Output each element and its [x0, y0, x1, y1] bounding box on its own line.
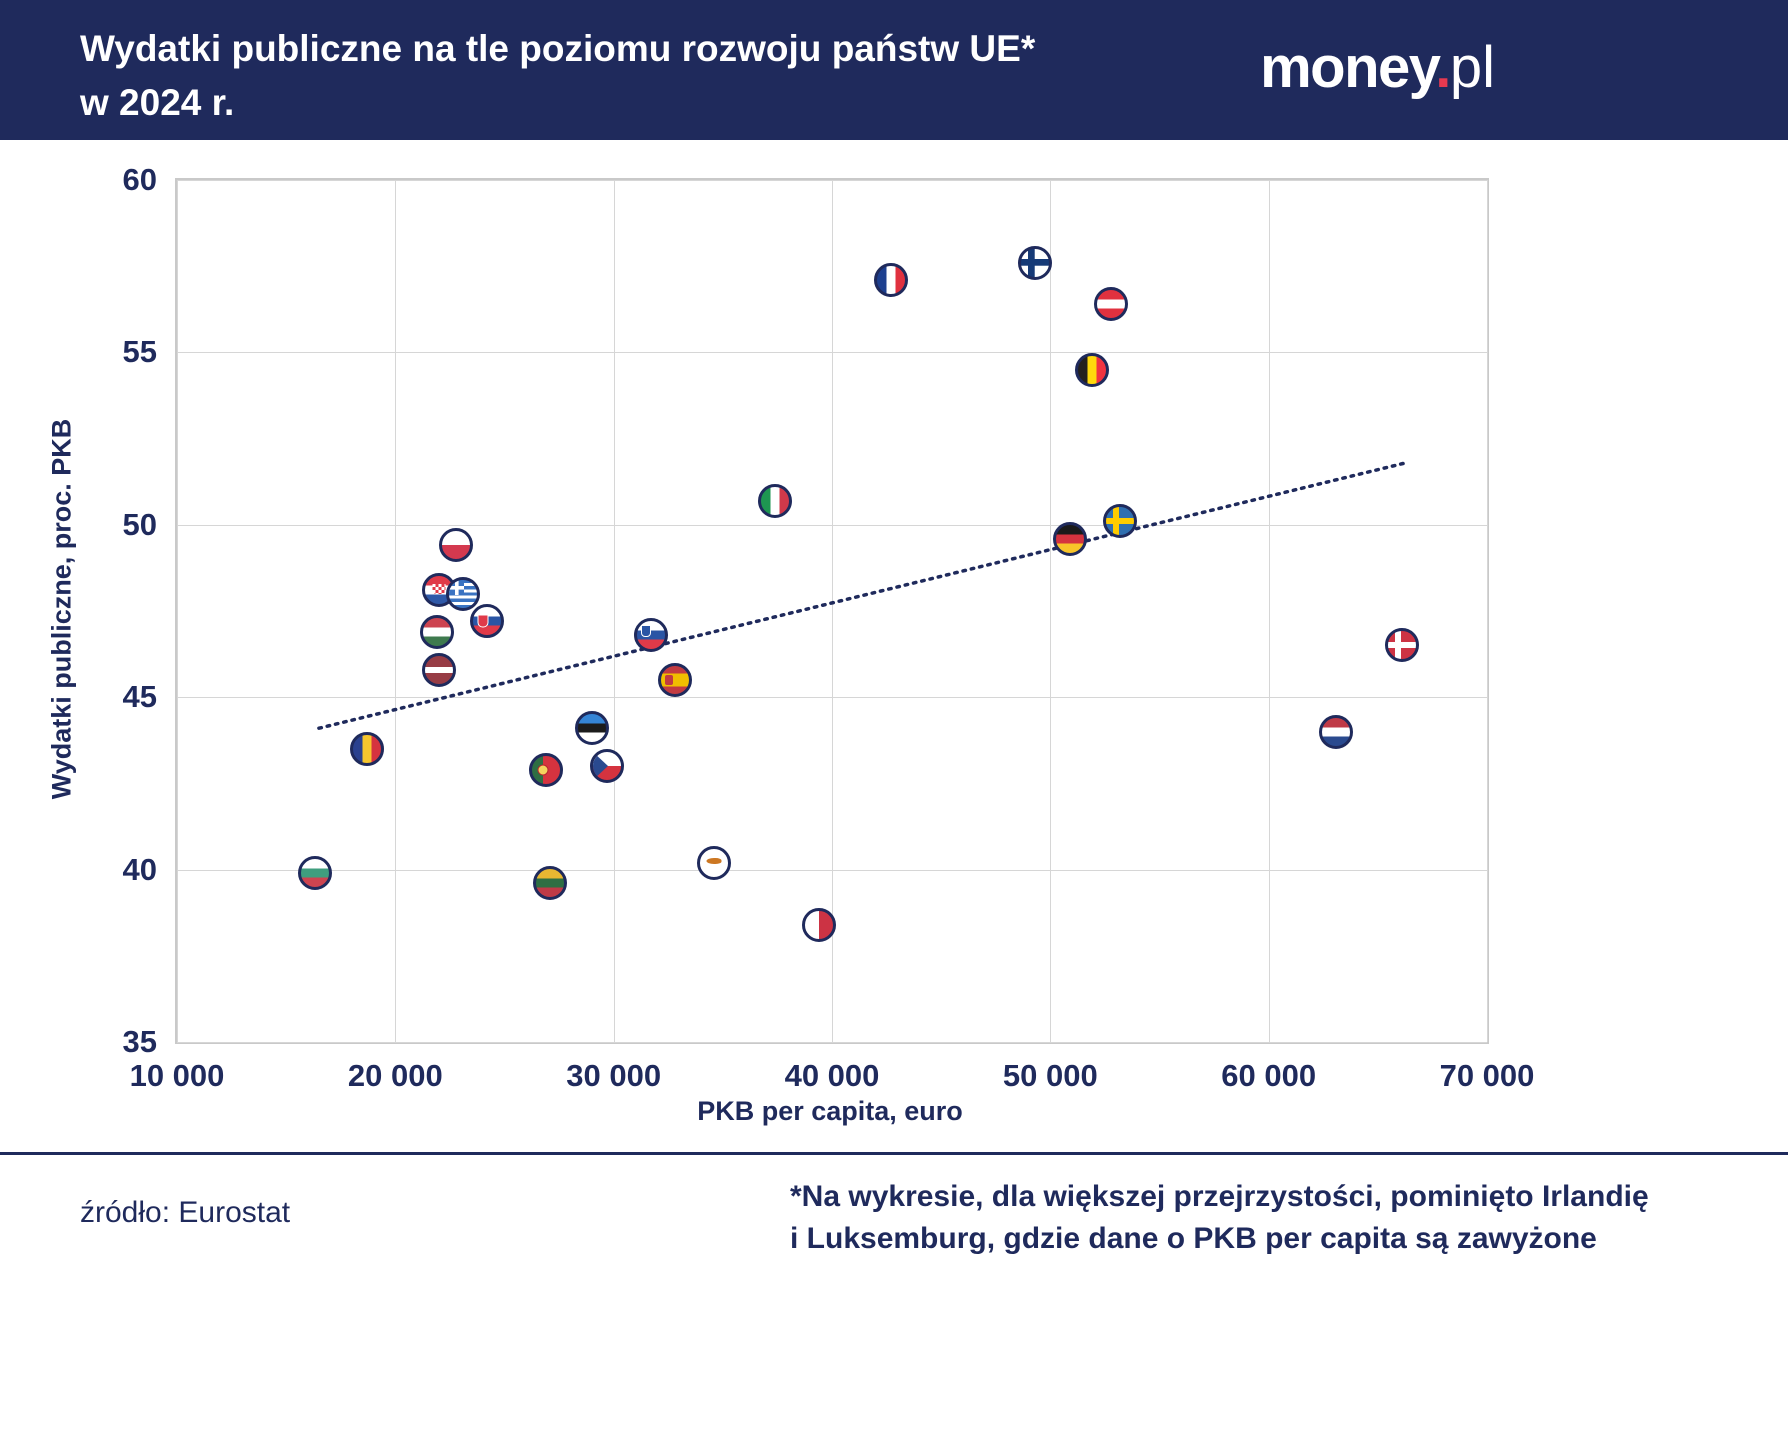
y-tick-label: 35: [122, 1024, 157, 1059]
x-tick-label: 50 000: [1002, 1058, 1098, 1093]
point-at-flag-icon: [1094, 287, 1129, 322]
point-es-flag-icon: [657, 662, 692, 697]
y-tick-label: 45: [122, 679, 157, 715]
y-axis-title: Wydatki publiczne, proc. PKB: [46, 418, 77, 800]
point-fr-flag-icon: [873, 262, 908, 297]
point-de-flag-icon: [1052, 521, 1087, 556]
point-hu-flag-icon: [419, 614, 454, 649]
logo-money-text: money: [1260, 35, 1437, 100]
point-lt-flag-icon: [533, 866, 568, 901]
point-sk-flag-icon: [470, 604, 505, 639]
point-cy-flag-icon: [697, 845, 732, 880]
y-tick-label: 55: [122, 334, 157, 370]
x-tick-label: 10 000: [129, 1058, 225, 1093]
point-ro-flag-icon: [349, 731, 384, 766]
page-title-line2: w 2024 r.: [80, 81, 235, 123]
point-be-flag-icon: [1074, 352, 1109, 387]
point-pl-flag-icon: [439, 528, 474, 563]
y-gridline: [177, 869, 1487, 871]
point-mt-flag-icon: [801, 907, 836, 942]
footnote-line1: *Na wykresie, dla większej przejrzystośc…: [790, 1180, 1649, 1213]
y-gridline: [177, 180, 1487, 181]
x-tick-label: 60 000: [1221, 1058, 1317, 1093]
footer-divider: [0, 1152, 1788, 1155]
plot-area: 10 000 20 000 30 000 40 000 50 000 60 000 70 0…: [123, 162, 1535, 1093]
x-gridline: [395, 180, 397, 1042]
x-tick-label: 30 000: [566, 1058, 662, 1093]
x-tick-label: 40 000: [784, 1058, 880, 1093]
x-gridline: [832, 180, 833, 1042]
y-tick-label: 60: [122, 162, 157, 197]
point-fi-flag-icon: [1018, 245, 1053, 280]
x-gridline: [1268, 180, 1270, 1042]
x-gridline: [1050, 180, 1052, 1042]
footnote-line2: i Luksemburg, gdzie dane o PKB per capit…: [790, 1222, 1597, 1255]
point-cz-flag-icon: [590, 749, 625, 784]
point-it-flag-icon: [758, 483, 793, 518]
point-lv-flag-icon: [422, 652, 456, 687]
page-title: Wydatki publiczne na tle poziomu rozwoju…: [80, 22, 1035, 129]
point-ee-flag-icon: [574, 711, 609, 746]
point-nl-flag-icon: [1319, 714, 1354, 749]
x-tick-label: 70 000: [1439, 1058, 1535, 1093]
x-gridline: [1487, 180, 1488, 1042]
trendline: [317, 460, 1408, 730]
logo-red-dot: .: [1435, 35, 1451, 100]
point-dk-flag-icon: [1384, 628, 1419, 663]
point-se-flag-icon: [1103, 504, 1138, 539]
x-gridline: [613, 180, 615, 1042]
x-axis-title: PKB per capita, euro: [697, 1096, 963, 1126]
page-title-line1: Wydatki publiczne na tle poziomu rozwoju…: [80, 28, 1036, 69]
point-gr-flag-icon: [446, 576, 481, 611]
moneypl-logo: money.pl: [1260, 34, 1495, 101]
point-si-flag-icon: [633, 618, 668, 653]
point-pt-flag-icon: [528, 752, 563, 787]
footnote: *Na wykresie, dla większej przejrzystośc…: [790, 1176, 1649, 1260]
x-tick-label: 20 000: [347, 1058, 443, 1093]
y-tick-label: 40: [122, 851, 157, 887]
y-tick-label: 50: [122, 506, 157, 542]
logo-pl-text: pl: [1449, 35, 1495, 100]
y-gridline: [177, 352, 1487, 354]
y-gridline: [177, 1042, 1487, 1043]
x-gridline: [177, 180, 178, 1042]
source-label: źródło: Eurostat: [80, 1196, 291, 1229]
y-gridline: [177, 697, 1487, 699]
y-gridline: [177, 524, 1487, 526]
header-bar: Wydatki publiczne na tle poziomu rozwoju…: [0, 0, 1788, 140]
point-bg-flag-icon: [297, 856, 332, 891]
